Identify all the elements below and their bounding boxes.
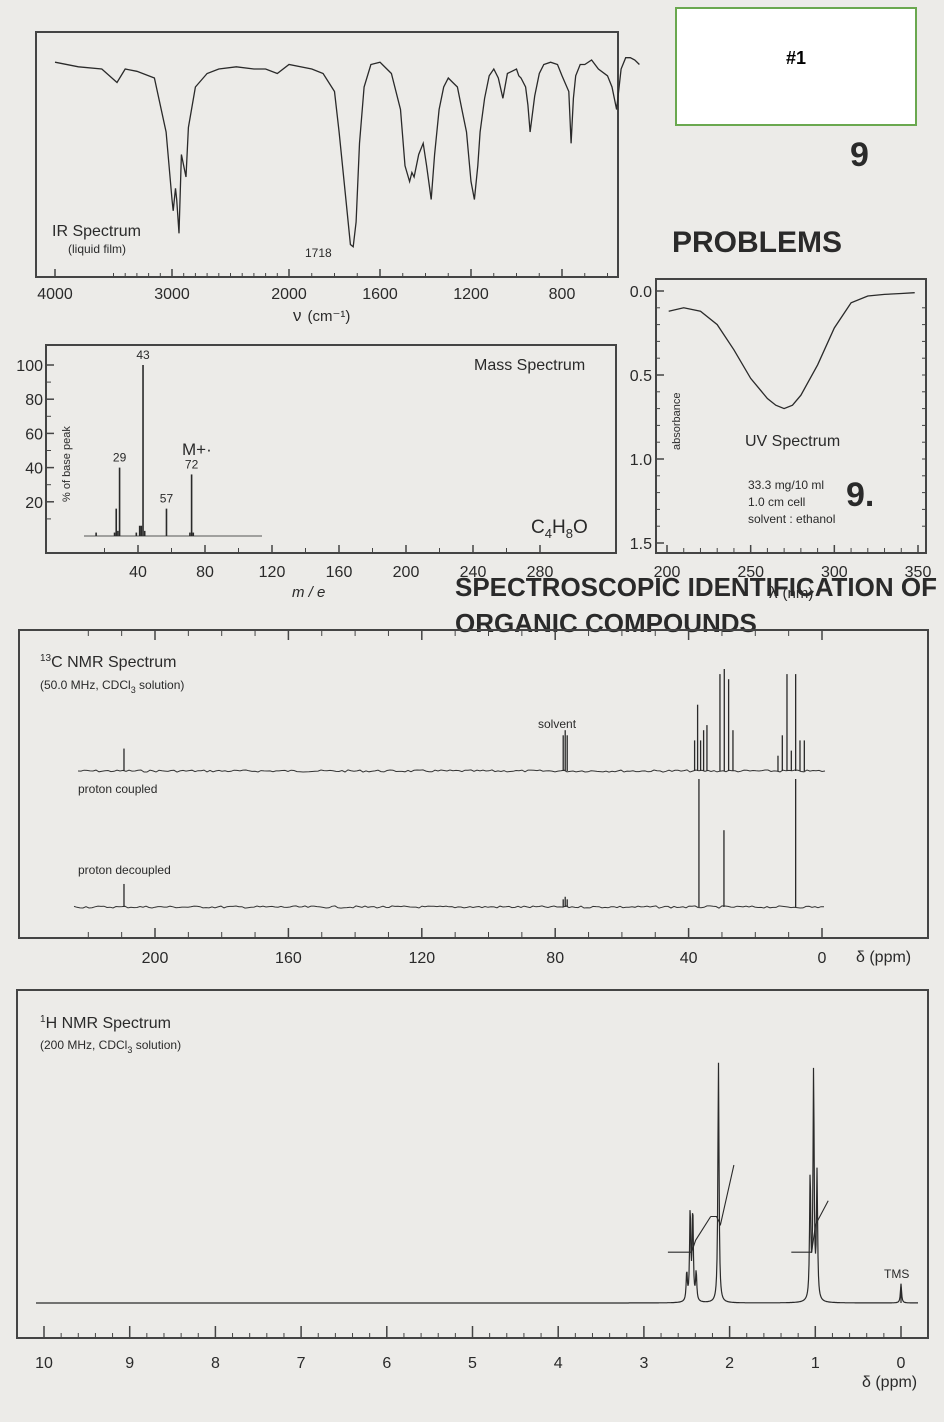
h1-x-tick-label-8: 8 xyxy=(211,1355,220,1372)
uv-x-tick-label-350: 350 xyxy=(905,564,932,581)
c13-x-tick-label-200: 200 xyxy=(142,950,169,967)
ms-peak-label-29: 29 xyxy=(113,451,127,465)
uv-y-tick-label-0.5: 0.5 xyxy=(630,368,652,385)
ms-peak-label-43: 43 xyxy=(136,348,150,362)
ir-x-tick-label-1600: 1600 xyxy=(362,286,398,303)
uv-panel: 200 250 300 350 0.0 0.5 1.0 1.5 UV Spectrum 33.… xyxy=(630,278,932,602)
ms-x-tick-label-80: 80 xyxy=(196,564,214,581)
bg-section-line2: ORGANIC COMPOUNDS xyxy=(455,608,757,638)
h1-x-tick-label-1: 1 xyxy=(811,1355,820,1372)
h1-integral-trace xyxy=(667,1216,712,1253)
ms-y-tick-label-20: 20 xyxy=(25,495,43,512)
uv-x-tick-label-300: 300 xyxy=(821,564,848,581)
h1-x-tick-label-9: 9 xyxy=(125,1355,134,1372)
label-box-text: #1 xyxy=(786,48,806,68)
uv-y-tick-label-1.0: 1.0 xyxy=(630,452,652,469)
bg-section-line1: SPECTROSCOPIC IDENTIFICATION OF xyxy=(455,572,937,602)
mass-panel: 20 40 60 80 100 40 80 120 160 200 240 280 43 29 72 57… xyxy=(16,344,617,601)
molecular-formula: C4H8O xyxy=(531,517,588,541)
ir-spectrum-line xyxy=(54,57,640,249)
ms-x-tick-label-40: 40 xyxy=(129,564,147,581)
c13-title: 13C NMR Spectrum xyxy=(40,653,176,671)
uv-y-tick-label-1.5: 1.5 xyxy=(630,536,652,553)
uv-detail-3: solvent : ethanol xyxy=(748,512,835,526)
c13-x-tick-label-0: 0 xyxy=(818,950,827,967)
h1-integral-trace xyxy=(791,1200,829,1253)
bg-section-number: 9. xyxy=(846,476,874,514)
uv-y-label: absorbance xyxy=(671,393,683,451)
uv-y-tick-label-0.0: 0.0 xyxy=(630,284,652,301)
c13-x-tick-label-40: 40 xyxy=(680,950,698,967)
ir-panel: IR Spectrum (liquid film) 1718 4000 3000 2… xyxy=(35,31,640,325)
ms-y-tick-label-100: 100 xyxy=(16,358,43,375)
ir-x-tick-label-2000: 2000 xyxy=(271,286,307,303)
ir-x-tick-label-1200: 1200 xyxy=(453,286,489,303)
ms-frame xyxy=(45,344,617,554)
c13-x-label: δ (ppm) xyxy=(856,949,911,966)
c13-x-tick-label-160: 160 xyxy=(275,950,302,967)
uv-detail-1: 33.3 mg/10 ml xyxy=(748,478,824,492)
c13-coupled-label: proton coupled xyxy=(78,782,157,796)
h1-integral-trace xyxy=(710,1164,735,1227)
c13-x-tick-label-80: 80 xyxy=(546,950,564,967)
ir-x-label: ν (cm⁻¹) xyxy=(293,306,350,325)
bleed-through-text: 9 PROBLEMS 9. SPECTROSCOPIC IDENTIFICATI… xyxy=(455,136,937,638)
h1-title: 1H NMR Spectrum xyxy=(40,1014,171,1032)
c13-decoupled-baseline xyxy=(73,905,825,909)
ir-x-tick-label-3000: 3000 xyxy=(154,286,190,303)
uv-title: UV Spectrum xyxy=(745,433,840,450)
uv-x-label: λ (nm) xyxy=(769,583,813,602)
uv-x-tick-label-250: 250 xyxy=(737,564,764,581)
h1-x-tick-label-3: 3 xyxy=(639,1355,648,1372)
ir-title: IR Spectrum xyxy=(52,223,141,240)
uv-x-tick-label-200: 200 xyxy=(654,564,681,581)
ms-peak-label-72: 72 xyxy=(185,457,199,471)
ms-x-tick-label-240: 240 xyxy=(460,564,487,581)
bg-problems-heading: PROBLEMS xyxy=(672,226,842,259)
h1-x-tick-label-5: 5 xyxy=(468,1355,477,1372)
bg-chapter-number: 9 xyxy=(850,136,869,174)
h1-panel: 1H NMR Spectrum (200 MHz, CDCl3 solution… xyxy=(16,989,929,1391)
uv-detail-2: 1.0 cm cell xyxy=(748,495,805,509)
h1-x-tick-label-6: 6 xyxy=(382,1355,391,1372)
ir-annotation-1718: 1718 xyxy=(305,246,332,260)
c13-subtitle: (50.0 MHz, CDCl3 solution) xyxy=(40,678,184,695)
h1-x-tick-label-2: 2 xyxy=(725,1355,734,1372)
h1-x-tick-label-7: 7 xyxy=(297,1355,306,1372)
c13-panel: 13C NMR Spectrum (50.0 MHz, CDCl3 soluti… xyxy=(18,629,929,967)
h1-spectrum-line xyxy=(36,1062,918,1304)
c13-solvent-label: solvent xyxy=(538,717,577,731)
ms-title: Mass Spectrum xyxy=(474,357,585,374)
h1-tms-label: TMS xyxy=(884,1267,909,1281)
ms-molecular-ion: M+· xyxy=(182,440,212,459)
c13-x-tick-label-120: 120 xyxy=(408,950,435,967)
h1-subtitle: (200 MHz, CDCl3 solution) xyxy=(40,1038,181,1055)
c13-frame xyxy=(18,629,929,939)
ms-peak-label-57: 57 xyxy=(160,492,174,506)
h1-x-tick-label-4: 4 xyxy=(554,1355,563,1372)
ms-x-label: m / e xyxy=(292,584,325,601)
ms-x-tick-label-200: 200 xyxy=(393,564,420,581)
c13-decoupled-label: proton decoupled xyxy=(78,863,171,877)
h1-x-tick-label-10: 10 xyxy=(35,1355,53,1372)
h1-x-label: δ (ppm) xyxy=(862,1374,917,1391)
c13-coupled-baseline xyxy=(77,769,826,773)
ms-y-label: % of base peak xyxy=(61,426,73,502)
ir-x-tick-label-800: 800 xyxy=(549,286,576,303)
ir-x-tick-label-4000: 4000 xyxy=(37,286,73,303)
uv-frame xyxy=(655,278,927,554)
ms-x-tick-label-120: 120 xyxy=(259,564,286,581)
ms-y-tick-label-80: 80 xyxy=(25,392,43,409)
ms-x-tick-label-280: 280 xyxy=(527,564,554,581)
h1-x-tick-label-0: 0 xyxy=(897,1355,906,1372)
label-box: #1 xyxy=(675,7,917,126)
ir-subtitle: (liquid film) xyxy=(68,242,126,256)
ms-y-tick-label-40: 40 xyxy=(25,461,43,478)
ms-x-tick-label-160: 160 xyxy=(326,564,353,581)
ms-y-tick-label-60: 60 xyxy=(25,426,43,443)
ir-frame xyxy=(35,31,619,278)
uv-spectrum-line xyxy=(668,292,915,410)
